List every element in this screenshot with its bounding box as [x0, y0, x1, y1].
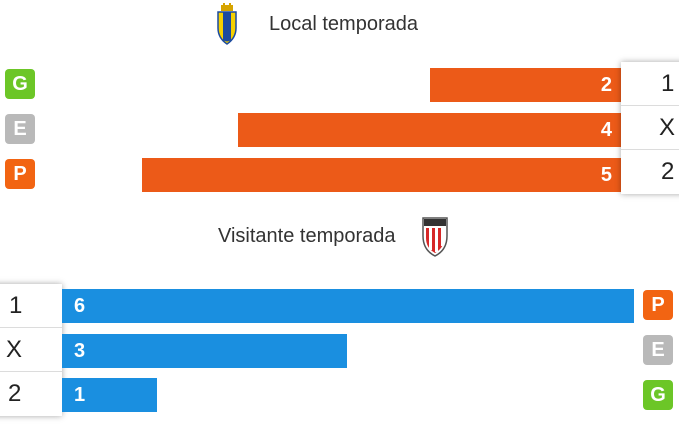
local-outcome-1: 1 [621, 62, 679, 106]
athletic-club-crest-icon [421, 217, 448, 257]
away-outcome-x: X [0, 328, 62, 372]
local-bar-draws: 4 [238, 113, 622, 147]
cadiz-crest-icon [217, 3, 237, 45]
away-badge-p: P [643, 290, 673, 320]
local-badge-g: G [5, 69, 35, 99]
local-badge-e: E [5, 114, 35, 144]
away-bar-wins: 1 [62, 378, 157, 412]
away-header: Visitante temporada [218, 214, 450, 258]
local-bar-wins: 2 [430, 68, 622, 102]
away-bar-losses: 6 [62, 289, 634, 323]
local-bar-losses: 5 [142, 158, 622, 192]
away-badge-e: E [643, 335, 673, 365]
away-outcome-column: 1 X 2 [0, 284, 62, 416]
away-title: Visitante temporada [218, 224, 396, 247]
local-badge-p: P [5, 159, 35, 189]
away-outcome-1: 1 [0, 284, 62, 328]
local-outcome-column: 1 X 2 [621, 62, 679, 194]
away-outcome-2: 2 [8, 380, 22, 407]
local-title: Local temporada [269, 12, 418, 35]
local-outcome-x: X [621, 106, 679, 150]
away-badge-g: G [643, 380, 673, 410]
away-bar-draws: 3 [62, 334, 347, 368]
local-outcome-2: 2 [661, 158, 675, 185]
local-header: Local temporada [212, 2, 418, 46]
